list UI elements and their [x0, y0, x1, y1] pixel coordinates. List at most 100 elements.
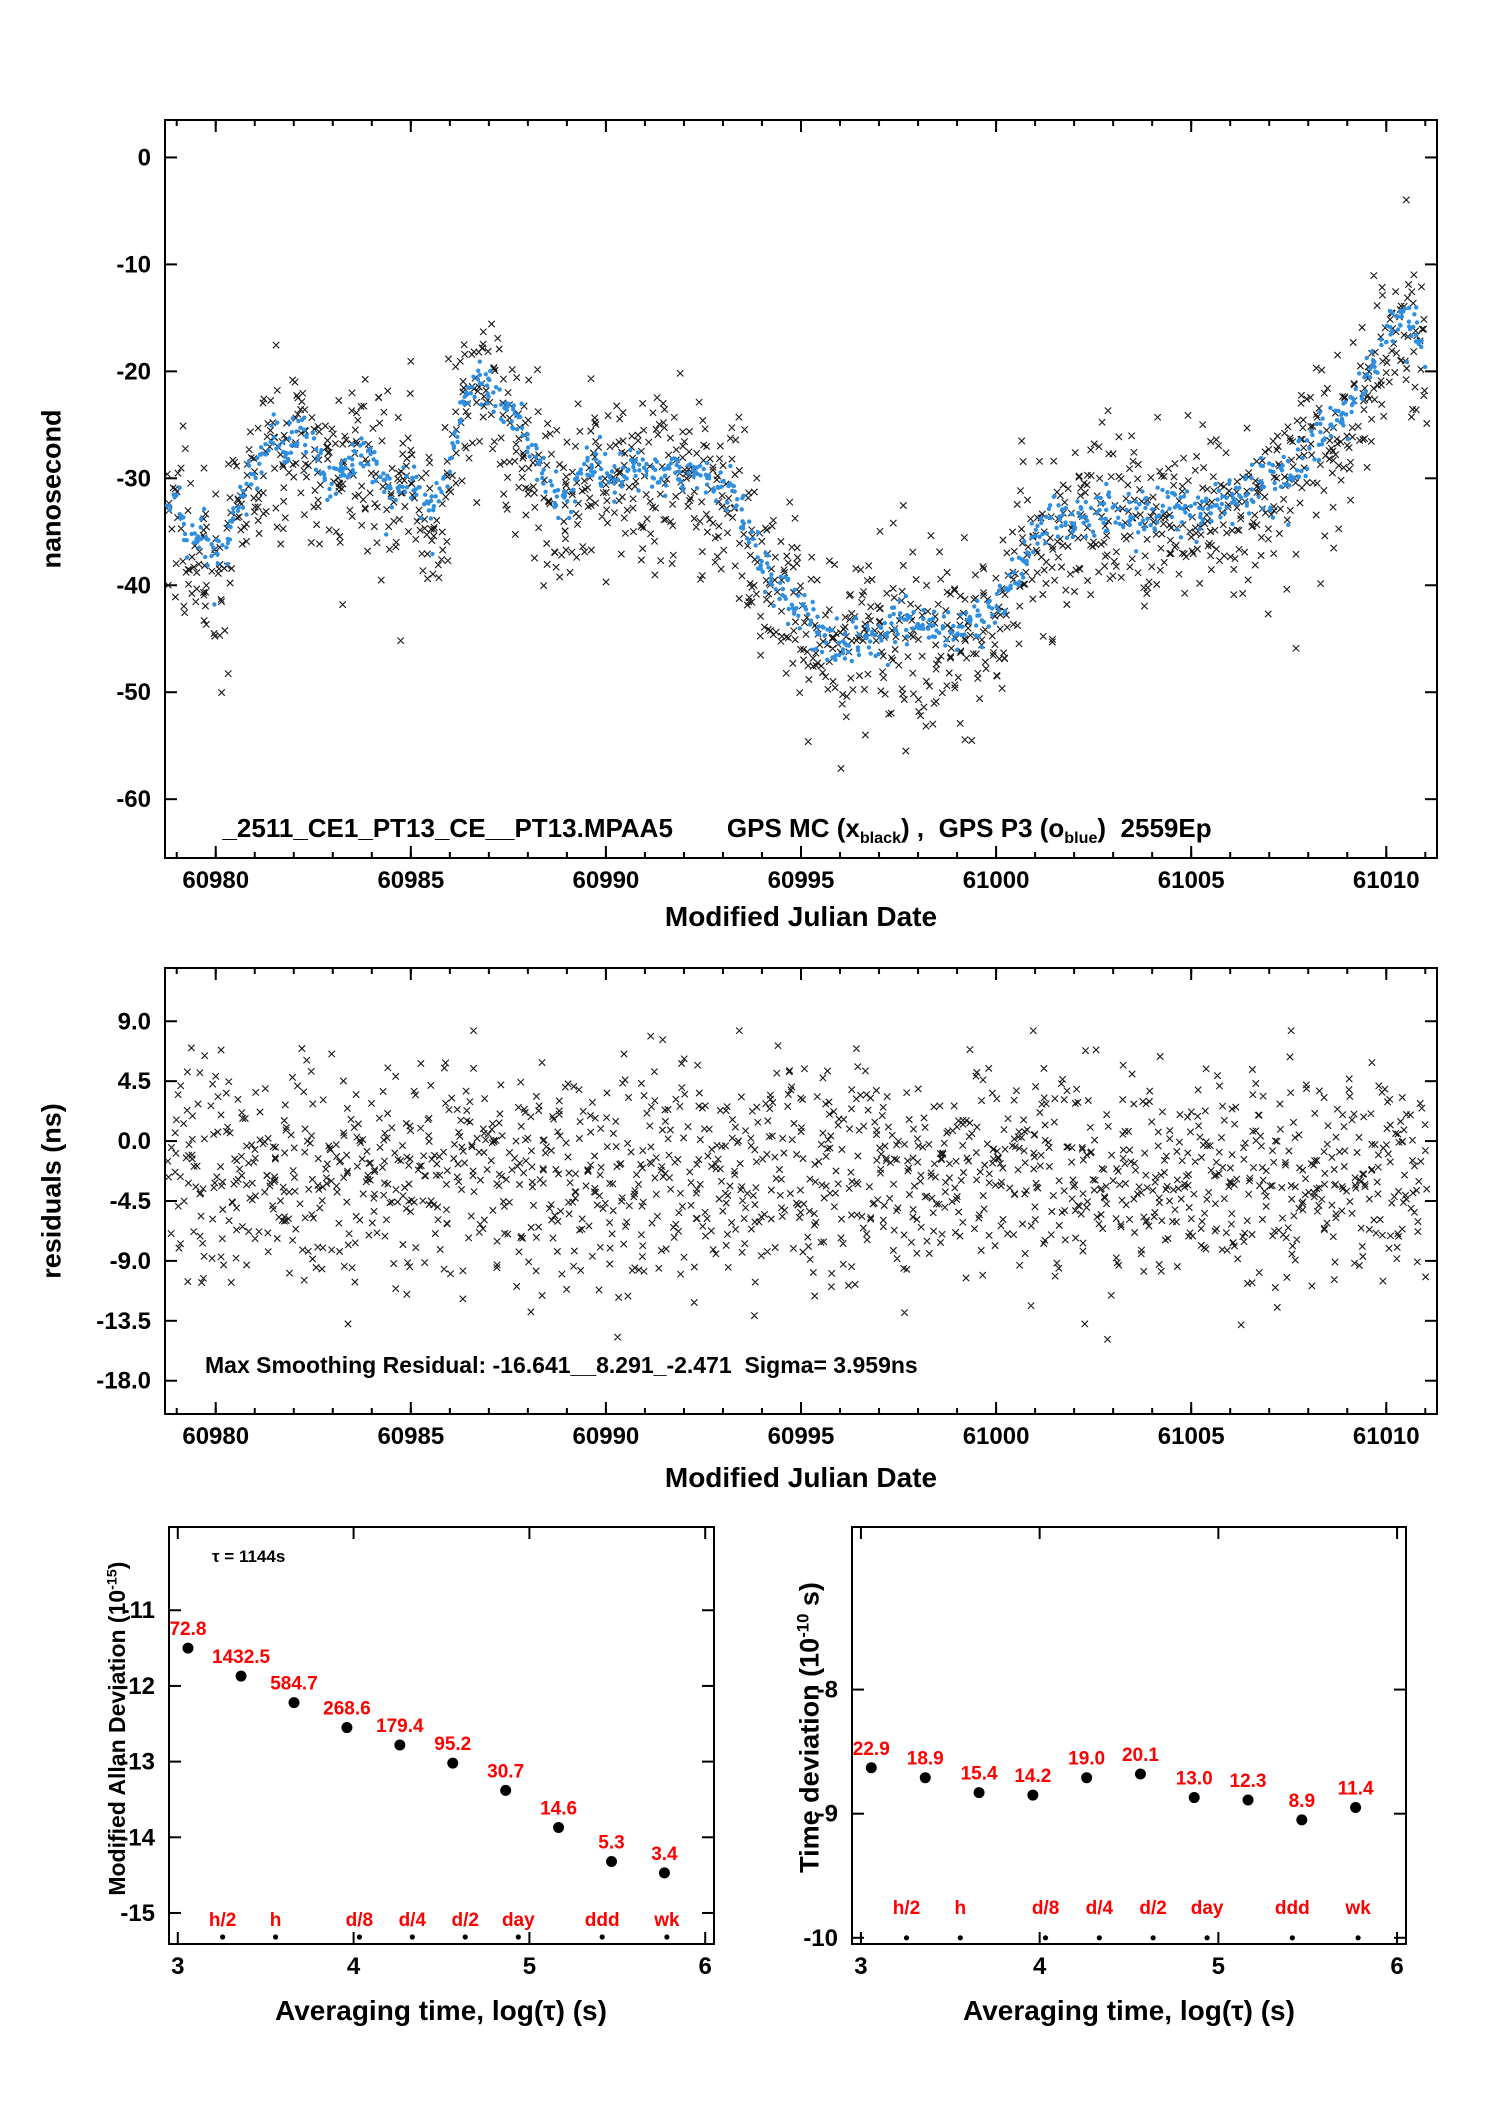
x-tick-label: 61000: [963, 1423, 1030, 1450]
tdev-data-point: [1081, 1772, 1093, 1784]
residuals-y-axis-title: residuals (ns): [36, 1103, 67, 1279]
mdev-point-value-label: 14.6: [540, 1798, 577, 1819]
x-tick-label: 60990: [573, 867, 640, 894]
tdev-point-value-label: 11.4: [1338, 1778, 1374, 1799]
mdev-point-value-label: 72.8: [169, 1619, 206, 1640]
legend-end-label: ) 2559Ep: [1097, 813, 1212, 843]
series1-label: GPS MC (x: [726, 813, 860, 843]
x-tick-label: 4: [1033, 1953, 1047, 1980]
x-tick-label: 61010: [1353, 867, 1420, 894]
y-tick-label: -8: [817, 1677, 838, 1704]
phase-frame: [164, 119, 1438, 859]
x-tick-label: 61005: [1158, 1423, 1225, 1450]
y-tick-label: -60: [116, 786, 151, 813]
y-tick-label: -18.0: [96, 1368, 151, 1395]
phase-series-gps-p3: [165, 305, 1428, 668]
mdev-point-value-label: 1432.5: [212, 1647, 271, 1668]
mdev-time-mark-dot: [356, 1934, 362, 1940]
x-tick-label: 6: [1390, 1953, 1403, 1980]
tdev-data-point: [865, 1762, 877, 1774]
tdev-time-mark-label: wk: [1344, 1898, 1371, 1919]
residuals-ticks: [165, 968, 1437, 1414]
residuals-series-residuals: [165, 1027, 1431, 1343]
mdev-data-point: [500, 1784, 512, 1796]
tdev-point-value-label: 14.2: [1014, 1766, 1051, 1787]
residuals-plot: 60980 60985 60990 60995 61000 61005 61010 9.0 4.…: [96, 967, 1438, 1450]
mdev-time-mark-dot: [599, 1934, 605, 1940]
x-tick-label: 61000: [963, 867, 1030, 894]
y-tick-label: -10: [803, 1925, 838, 1952]
y-tick-label: -30: [116, 465, 151, 492]
mdev-time-mark-dot: [462, 1934, 468, 1940]
smoothing-residual-stats: Max Smoothing Residual: -16.641__8.291_-…: [205, 1352, 918, 1378]
series2-color-sub: blue: [1064, 829, 1098, 848]
tau-annotation: τ = 1144s: [212, 1547, 286, 1566]
tdev-time-mark-label: d/8: [1032, 1898, 1059, 1919]
mdev-data-point: [394, 1739, 406, 1751]
tdev-y-title-main: Time deviation (10: [794, 1637, 825, 1873]
mdev-data-point: [341, 1722, 353, 1734]
x-tick-label: 5: [523, 1953, 536, 1980]
residuals-series-layer: [165, 1027, 1431, 1343]
tdev-point-value-label: 13.0: [1176, 1769, 1213, 1790]
tdev-time-mark-dot: [1096, 1935, 1102, 1941]
y-tick-label: -15: [120, 1900, 155, 1927]
phase-series-gps-mc: [165, 196, 1431, 773]
mdev-point-value-label: 95.2: [434, 1734, 471, 1755]
x-tick-label: 61010: [1353, 1423, 1420, 1450]
tdev-time-mark-dot: [957, 1935, 963, 1941]
y-tick-label: -11: [122, 1597, 155, 1624]
x-tick-label: 4: [347, 1953, 361, 1980]
phase-plot: 60980 60985 60990 60995 61000 61005 61010 0 -10 -…: [116, 119, 1438, 894]
mdev-point-value-label: 584.7: [270, 1674, 318, 1695]
x-tick-label: 61005: [1158, 867, 1225, 894]
tdev-data-point: [1296, 1814, 1308, 1826]
tdev-data-point: [1242, 1794, 1254, 1806]
mdev-time-mark-dot: [272, 1934, 279, 1940]
x-tick-label: 60980: [182, 867, 249, 894]
y-tick-label: -13.5: [96, 1308, 151, 1335]
x-tick-label: 3: [854, 1953, 867, 1980]
mdev-y-title-exponent: -15: [104, 1569, 121, 1590]
mdev-data-point: [182, 1642, 194, 1654]
tdev-data-point: [1134, 1768, 1146, 1780]
tdev-time-mark-label: h: [954, 1898, 966, 1919]
phase-y-axis-title: nanosecond: [36, 409, 67, 569]
legend-mid-label: ) , GPS P3 (o: [901, 813, 1065, 843]
tdev-data-point: [973, 1787, 985, 1799]
tdev-time-mark-label: ddd: [1275, 1898, 1310, 1919]
tdev-time-mark-label: day: [1191, 1898, 1224, 1919]
phase-series-legend: _2511_CE1_PT13_CE__PT13.MPAA5 GPS MC (x bl…: [208, 782, 1212, 848]
mdev-ticks: [169, 1527, 714, 1944]
tdev-data-point: [1188, 1792, 1200, 1804]
mdev-time-mark-dot: [220, 1934, 226, 1940]
mdev-time-mark-label: h: [270, 1910, 282, 1931]
tdev-time-mark-dot: [1150, 1935, 1156, 1941]
y-tick-label: -4.5: [110, 1188, 151, 1215]
tdev-point-value-label: 15.4: [961, 1764, 998, 1785]
tdev-data-point: [1027, 1789, 1039, 1801]
mdev-point-value-label: 3.4: [651, 1844, 678, 1865]
residuals-x-axis-title: Modified Julian Date: [664, 1462, 938, 1493]
mdev-time-mark-label: ddd: [585, 1910, 620, 1931]
mdev-time-mark-label: d/2: [452, 1910, 479, 1931]
x-tick-label: 60995: [768, 867, 835, 894]
tdev-plot: 3 4 5 6 -8 -9 -10 22.9 18.9 15.4 14.2 19.0 20.1 13.0 1…: [803, 1526, 1407, 1980]
y-tick-label: -50: [116, 679, 151, 706]
mdev-time-mark-label: h/2: [209, 1910, 236, 1931]
tdev-point-value-label: 18.9: [907, 1749, 944, 1770]
y-tick-label: -10: [116, 251, 151, 278]
mdev-data-point: [658, 1867, 670, 1879]
y-tick-label: -9: [817, 1801, 838, 1828]
mdev-data-point: [235, 1670, 247, 1682]
mdev-data-point: [447, 1757, 459, 1769]
x-tick-label: 6: [699, 1953, 712, 1980]
dataset-id-label: _2511_CE1_PT13_CE__PT13.MPAA5: [222, 813, 673, 843]
mdev-y-title-main: Modified Allan Deviation (10: [104, 1589, 130, 1896]
tdev-time-mark-label: d/2: [1139, 1898, 1166, 1919]
mdev-time-mark-dot: [409, 1934, 415, 1940]
x-tick-label: 60985: [377, 1423, 444, 1450]
y-tick-label: 0: [138, 144, 151, 171]
tdev-point-value-label: 12.3: [1230, 1771, 1267, 1792]
tdev-time-mark-label: d/4: [1086, 1898, 1114, 1919]
